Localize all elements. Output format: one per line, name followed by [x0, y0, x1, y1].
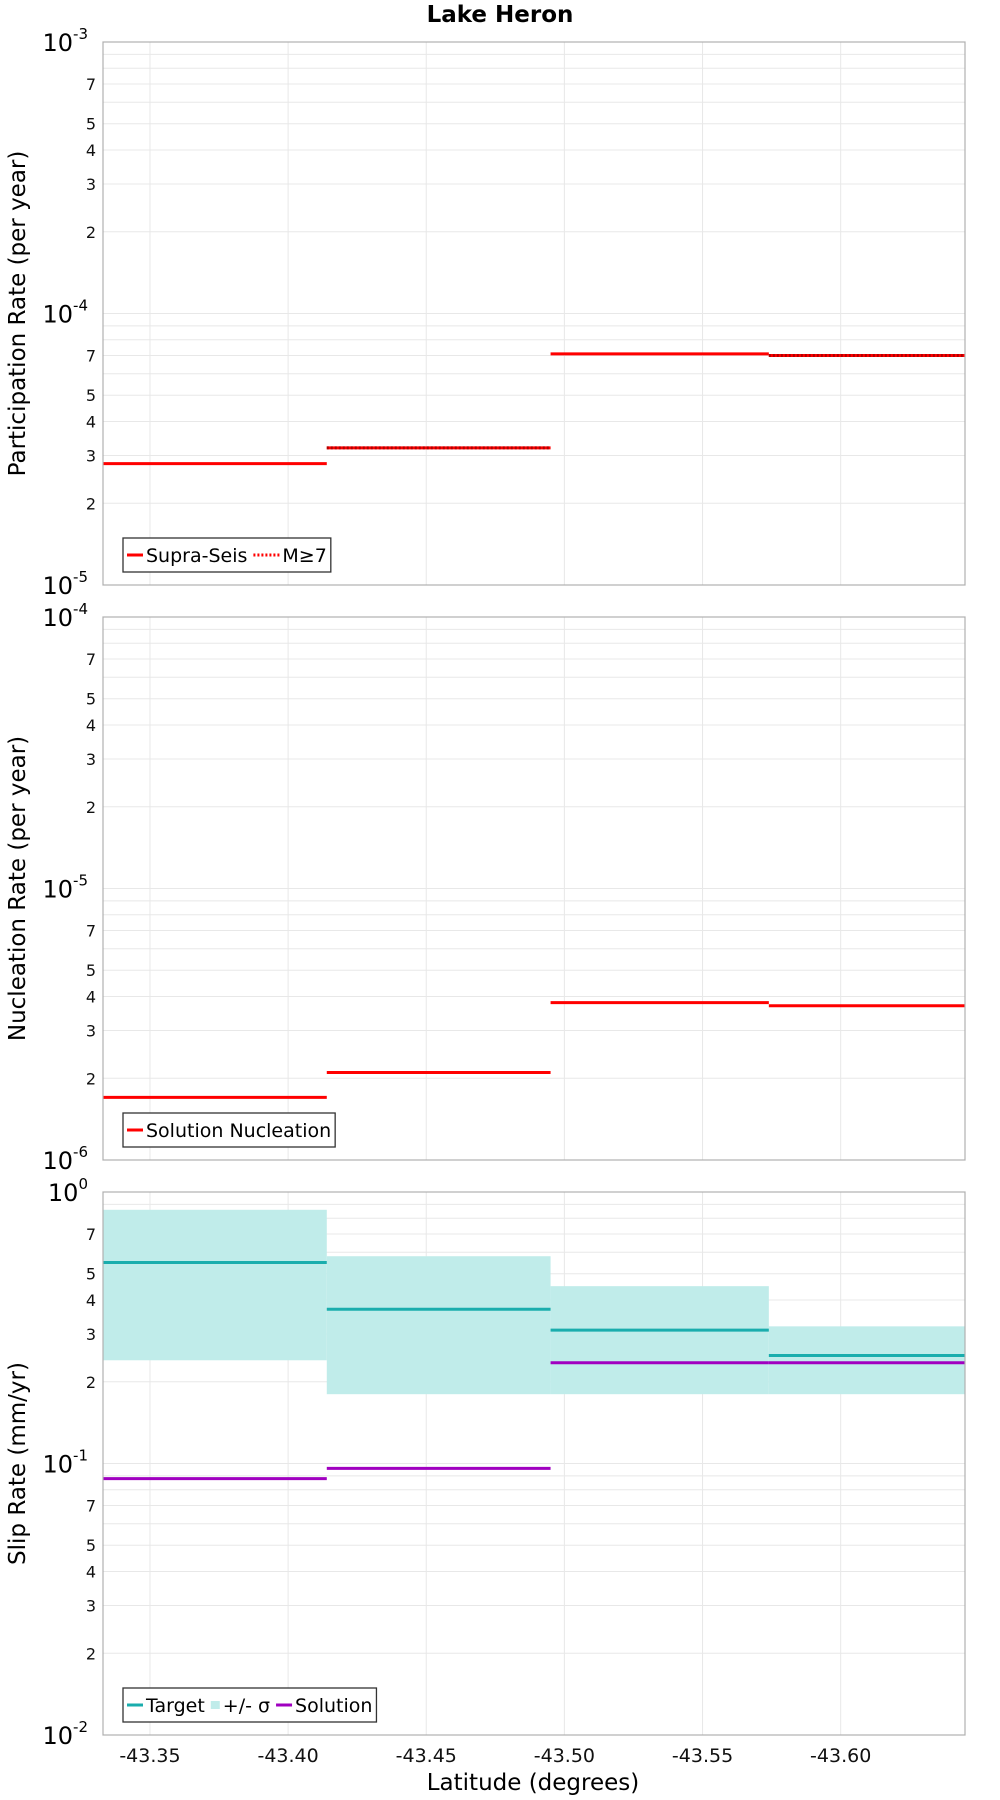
y-tick-label-minor: 7	[86, 347, 96, 366]
y-tick-label-minor: 3	[86, 750, 96, 769]
band-segment	[768, 1326, 965, 1395]
y-tick-label-minor: 2	[86, 1069, 96, 1088]
y-tick-label-major: 10-4	[42, 600, 88, 632]
panel-nucleation: 10-4 10-5 10-6 7 5 4 3 2 7 5 4 3 2 Nucleation Rate (p…	[5, 600, 966, 1175]
legend: Solution Nucleation	[122, 1112, 336, 1148]
y-tick-label-minor: 5	[86, 961, 96, 980]
y-tick-label-minor: 5	[86, 115, 96, 134]
legend-frame	[122, 1687, 378, 1723]
band-segment	[326, 1256, 551, 1395]
x-axis-label: Latitude (degrees)	[427, 1770, 640, 1796]
series-0	[103, 352, 965, 466]
plot-frame	[102, 41, 966, 586]
y-tick-label-minor: 2	[86, 1644, 96, 1663]
y-tick-label-major: 10-5	[42, 872, 88, 904]
y-tick-label-minor: 4	[86, 413, 96, 432]
y-tick-label-minor: 4	[86, 141, 96, 160]
y-axis-label: Slip Rate (mm/yr)	[5, 1362, 31, 1565]
y-tick-label-major: 10-6	[42, 1143, 88, 1175]
x-tick-label: -43.55	[672, 1745, 733, 1767]
y-tick-labels: 10-4 10-5 10-6 7 5 4 3 2 7 5 4 3 2	[42, 600, 96, 1175]
legend-frame	[122, 537, 332, 573]
y-tick-label-minor: 4	[86, 1563, 96, 1582]
y-tick-label-minor: 4	[86, 1291, 96, 1310]
x-tick-label: -43.60	[810, 1745, 871, 1767]
legend: Target +/- σ Solution	[122, 1687, 378, 1723]
y-tick-label-minor: 7	[86, 1225, 96, 1244]
legend-swatch	[210, 1701, 220, 1709]
plot-frame	[102, 616, 966, 1161]
y-tick-label-minor: 3	[86, 1325, 96, 1344]
panel-participation: 10-3 10-4 10-5 7 5 4 3 2 7 5 4 3 2 Participation Rate…	[5, 25, 966, 600]
y-axis-label: Nucleation Rate (per year)	[5, 736, 31, 1041]
y-tick-label-minor: 7	[86, 650, 96, 669]
series-1	[326, 354, 965, 450]
legend-label: M≥7	[282, 545, 326, 567]
y-tick-label-minor: 7	[86, 75, 96, 94]
series-0	[103, 1001, 965, 1099]
y-tick-label-minor: 2	[86, 494, 96, 513]
y-tick-labels: 10-3 10-4 10-5 7 5 4 3 2 7 5 4 3 2	[42, 25, 96, 600]
y-tick-label-major: 10-2	[42, 1718, 88, 1750]
legend: Supra-Seis M≥7	[122, 537, 332, 573]
y-tick-label-minor: 5	[86, 386, 96, 405]
legend-label: +/- σ	[223, 1695, 270, 1717]
legend-frame	[122, 1112, 336, 1148]
plot-frame	[102, 1191, 966, 1736]
y-tick-label-major: 10-4	[42, 297, 88, 329]
y-tick-label-minor: 7	[86, 922, 96, 941]
x-tick-label: -43.35	[119, 1745, 180, 1767]
y-tick-label-minor: 7	[86, 1497, 96, 1516]
y-tick-label-major: 10-1	[42, 1447, 88, 1479]
legend-label: Target	[145, 1695, 205, 1717]
y-tick-label-major: 10-3	[42, 25, 88, 57]
legend-label: Solution Nucleation	[146, 1120, 331, 1142]
y-tick-label-minor: 3	[86, 1596, 96, 1615]
y-tick-label-minor: 3	[86, 175, 96, 194]
y-tick-label-minor: 5	[86, 1536, 96, 1555]
series-1	[103, 1361, 965, 1481]
y-tick-label-minor: 2	[86, 1373, 96, 1392]
y-tick-label-minor: 5	[86, 690, 96, 709]
grid-lines	[103, 617, 965, 1160]
y-tick-label-major: 100	[48, 1175, 88, 1207]
x-tick-label: -43.45	[396, 1745, 457, 1767]
chart-title: Lake Heron	[427, 2, 574, 28]
grid-lines	[103, 42, 965, 585]
y-tick-labels: 100 10-1 10-2 7 5 4 3 2 7 5 4 3 2	[42, 1175, 96, 1750]
x-tick-labels: -43.35 -43.40 -43.45 -43.50 -43.55 -43.60	[119, 1745, 871, 1767]
band-sigma	[103, 1209, 965, 1395]
y-axis-label: Participation Rate (per year)	[5, 151, 31, 477]
y-tick-label-major: 10-5	[42, 568, 88, 600]
y-tick-label-minor: 4	[86, 988, 96, 1007]
y-tick-label-minor: 4	[86, 716, 96, 735]
legend-label: Supra-Seis	[146, 545, 247, 567]
y-tick-label-minor: 2	[86, 223, 96, 242]
x-tick-label: -43.50	[534, 1745, 595, 1767]
y-tick-label-minor: 2	[86, 798, 96, 817]
y-tick-label-minor: 3	[86, 446, 96, 465]
band-segment	[103, 1209, 327, 1361]
y-tick-label-minor: 3	[86, 1021, 96, 1040]
legend-label: Solution	[295, 1695, 372, 1717]
series-0	[103, 1260, 965, 1357]
x-tick-label: -43.40	[257, 1745, 318, 1767]
panel-slip: 100 10-1 10-2 7 5 4 3 2 7 5 4 3 2 Slip Rate (mm/yr) -4…	[5, 1175, 966, 1767]
band-segment	[550, 1286, 769, 1395]
y-tick-label-minor: 5	[86, 1265, 96, 1284]
